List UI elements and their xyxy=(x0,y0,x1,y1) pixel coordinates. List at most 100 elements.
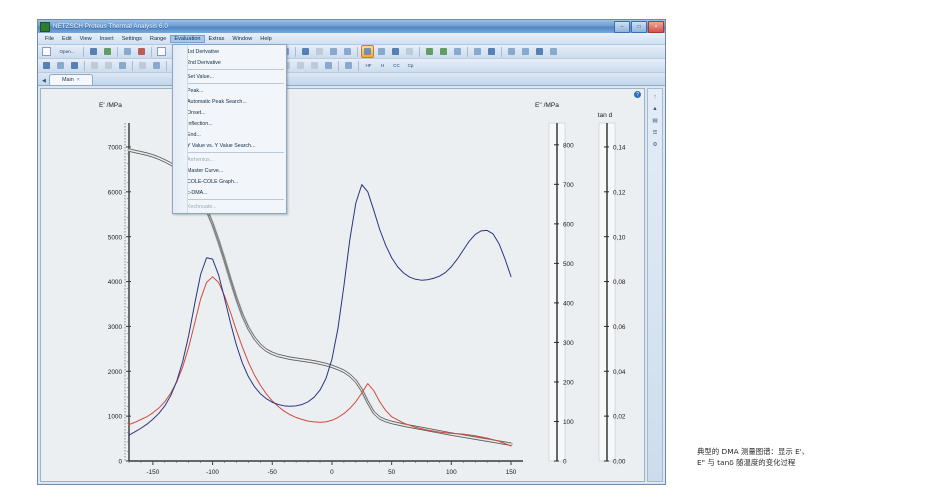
flag-button[interactable] xyxy=(485,45,498,58)
help-badge[interactable]: ? xyxy=(634,91,641,98)
stats-button[interactable] xyxy=(389,45,402,58)
tab-strip: ◀ Main × xyxy=(38,73,665,86)
fit-button[interactable] xyxy=(341,45,354,58)
new-file-button[interactable] xyxy=(40,45,53,58)
menu-bar: File Edit View Insert Settings Range Evaluatio… xyxy=(38,33,665,45)
menu-item-onset[interactable]: ◢ Onset... xyxy=(173,107,286,118)
y-vs-y-search-icon: ┗ xyxy=(178,142,183,149)
undo-button[interactable] xyxy=(121,45,134,58)
svg-text:-150: -150 xyxy=(146,469,159,476)
area-button[interactable] xyxy=(308,59,321,72)
segment-button[interactable] xyxy=(375,45,388,58)
menu-item-kechnuate: ↻ Kechnuate... xyxy=(173,201,286,212)
annotate-text-button[interactable] xyxy=(40,59,53,72)
svg-text:700: 700 xyxy=(563,182,574,189)
hf-button[interactable]: HF xyxy=(362,59,375,72)
close-button[interactable]: × xyxy=(648,21,664,33)
step-button[interactable] xyxy=(313,45,326,58)
phi-button[interactable] xyxy=(322,59,335,72)
menu-extras[interactable]: Extras xyxy=(208,35,225,42)
cp-button[interactable]: Cp xyxy=(404,59,417,72)
maximize-button[interactable]: □ xyxy=(631,21,647,33)
evaluation-dropdown-menu[interactable]: ⑂ 1st Derivative ⑂ 2nd Derivative ✣ Set Value… xyxy=(172,44,287,214)
menu-item-set-value[interactable]: ✣ Set Value... xyxy=(173,71,286,82)
menu-item-master-curve[interactable]: M Master Curve... xyxy=(173,165,286,176)
fullscreen-button[interactable] xyxy=(327,45,340,58)
settings-gear-button[interactable] xyxy=(451,45,464,58)
toolbar-separator xyxy=(295,46,296,57)
svg-text:2000: 2000 xyxy=(108,369,123,376)
fill-button[interactable] xyxy=(102,59,115,72)
svg-text:-100: -100 xyxy=(206,469,219,476)
menu-item-end[interactable]: ◤ End... xyxy=(173,129,286,140)
caption-line-2: E" 与 tanδ 随温度的变化过程 xyxy=(697,458,796,467)
menu-separator xyxy=(187,69,284,70)
print-preview-button[interactable] xyxy=(155,45,168,58)
minimize-button[interactable]: – xyxy=(614,21,630,33)
peak-icon: ▲ xyxy=(177,87,184,94)
rail-table-button[interactable]: ▤ xyxy=(651,116,660,125)
legend-button[interactable] xyxy=(68,59,81,72)
menu-separator xyxy=(187,152,284,153)
pointer-tool-button[interactable] xyxy=(361,45,374,58)
rows-button[interactable] xyxy=(519,45,532,58)
menu-insert[interactable]: Insert xyxy=(99,35,114,42)
menu-item-label: Master Curve... xyxy=(187,167,224,174)
import-button[interactable] xyxy=(437,45,450,58)
cc-button[interactable]: CC xyxy=(390,59,403,72)
menu-window[interactable]: Window xyxy=(232,35,253,42)
svg-text:100: 100 xyxy=(563,419,574,426)
tab-main[interactable]: Main × xyxy=(48,74,93,85)
toolbar-separator xyxy=(151,46,152,57)
export-button[interactable] xyxy=(423,45,436,58)
printer2-button[interactable] xyxy=(471,45,484,58)
table-button[interactable] xyxy=(116,59,129,72)
h-button[interactable]: H xyxy=(376,59,389,72)
pen-button[interactable] xyxy=(136,59,149,72)
svg-text:600: 600 xyxy=(563,221,574,228)
rail-cursor-button[interactable]: ↑ xyxy=(651,92,660,101)
curve-tool-button[interactable] xyxy=(54,59,67,72)
series-2-e-double-prime xyxy=(128,276,512,447)
move-up-button[interactable] xyxy=(299,45,312,58)
menu-edit[interactable]: Edit xyxy=(62,35,72,42)
menu-item-2nd-derivative[interactable]: ⑂ 2nd Derivative xyxy=(173,57,286,68)
menu-item-automatic-peak-search[interactable]: △ Automatic Peak Search... xyxy=(173,96,286,107)
svg-text:-50: -50 xyxy=(268,469,278,476)
menu-item-label: Set Value... xyxy=(187,73,214,80)
rail-scale-button[interactable]: ☰ xyxy=(651,128,660,137)
menu-item-peak[interactable]: ▲ Peak... xyxy=(173,85,286,96)
mass-button[interactable] xyxy=(294,59,307,72)
svg-text:150: 150 xyxy=(506,469,517,476)
menu-item-inflection[interactable]: ◣ Inflection... xyxy=(173,118,286,129)
eval-button[interactable] xyxy=(342,59,355,72)
delete-button[interactable] xyxy=(135,45,148,58)
svg-text:0: 0 xyxy=(330,469,334,476)
rail-settings-button[interactable]: ⚙ xyxy=(651,140,660,149)
menu-view[interactable]: View xyxy=(79,35,92,42)
open-file-button[interactable]: Open... xyxy=(54,45,80,58)
menu-range[interactable]: Range xyxy=(149,35,167,42)
window-button[interactable] xyxy=(547,45,560,58)
link-button[interactable] xyxy=(403,45,416,58)
layout-button[interactable] xyxy=(505,45,518,58)
menu-file[interactable]: File xyxy=(45,35,55,42)
color-button[interactable] xyxy=(88,59,101,72)
menu-evaluation[interactable]: Evaluation xyxy=(170,34,205,43)
menu-item-c-dma[interactable]: c-DMA... xyxy=(173,187,286,198)
menu-item-cole-cole-graph[interactable]: C-C COLE-COLE Graph... xyxy=(173,176,286,187)
menu-item-1st-derivative[interactable]: ⑂ 1st Derivative xyxy=(173,46,286,57)
tab-close-icon[interactable]: × xyxy=(76,77,80,83)
refresh-button[interactable] xyxy=(101,45,114,58)
menu-settings[interactable]: Settings xyxy=(121,35,142,42)
save-button[interactable] xyxy=(87,45,100,58)
magnifier-button[interactable] xyxy=(533,45,546,58)
menu-item-label: Inflection... xyxy=(187,120,213,127)
tab-scroll-left-button[interactable]: ◀ xyxy=(42,78,46,84)
rail-peak-button[interactable]: ▲ xyxy=(651,104,660,113)
menu-item-y-value-vs-y-value-search[interactable]: ┗ Y Value vs. Y Value Search... xyxy=(173,140,286,151)
line-button[interactable] xyxy=(150,59,163,72)
menu-help[interactable]: Help xyxy=(260,35,272,42)
